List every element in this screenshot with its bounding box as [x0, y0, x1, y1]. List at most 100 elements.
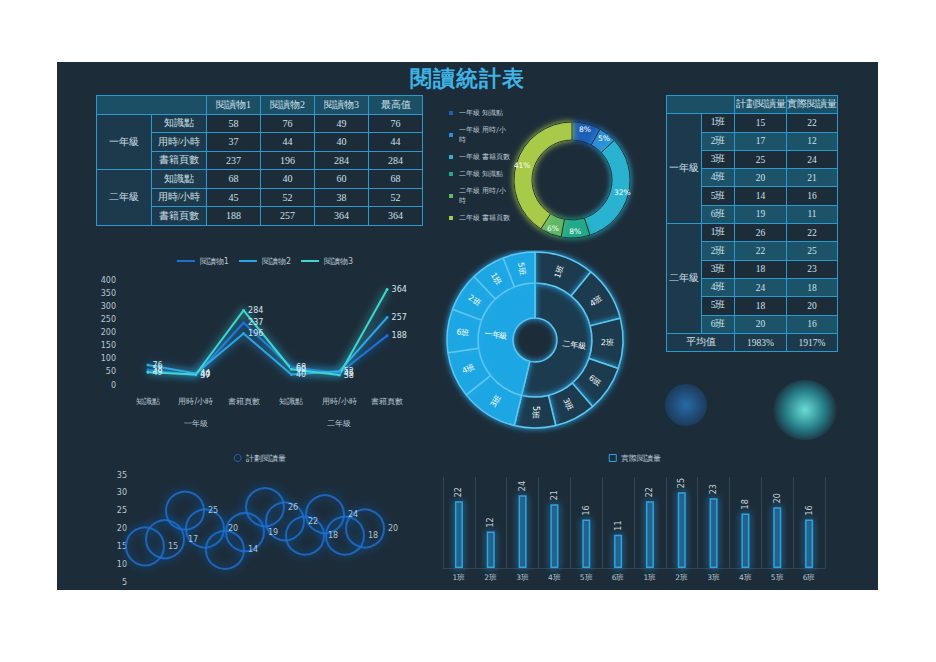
svg-text:知識點: 知識點	[279, 397, 303, 406]
svg-text:37: 37	[200, 371, 210, 380]
svg-text:32%: 32%	[614, 188, 631, 197]
svg-text:1班: 1班	[453, 573, 466, 582]
svg-text:8%: 8%	[579, 125, 591, 134]
svg-text:6%: 6%	[547, 224, 559, 233]
svg-text:3班: 3班	[489, 393, 504, 409]
svg-text:5班: 5班	[531, 406, 540, 419]
svg-text:4班: 4班	[588, 294, 604, 309]
svg-text:300: 300	[101, 302, 116, 311]
svg-text:24: 24	[348, 510, 358, 519]
svg-text:一年級 用時/小: 一年級 用時/小	[459, 126, 506, 134]
svg-text:閱讀物2: 閱讀物2	[262, 257, 291, 266]
svg-text:知識點: 知識點	[136, 397, 160, 406]
svg-text:用時/小時: 用時/小時	[178, 397, 213, 406]
svg-text:41%: 41%	[514, 161, 531, 170]
svg-text:10: 10	[117, 560, 127, 569]
svg-text:6班: 6班	[803, 573, 816, 582]
svg-text:196: 196	[248, 329, 263, 338]
svg-text:二年級 用時/小: 二年級 用時/小	[459, 187, 506, 195]
svg-text:35: 35	[117, 471, 127, 480]
svg-text:0: 0	[111, 381, 116, 390]
svg-text:400: 400	[101, 276, 116, 285]
svg-text:23: 23	[709, 484, 718, 494]
svg-text:3班: 3班	[561, 397, 575, 413]
svg-text:5%: 5%	[598, 134, 610, 143]
svg-text:一年級: 一年級	[483, 329, 508, 341]
svg-text:24: 24	[518, 481, 527, 491]
svg-text:100: 100	[101, 354, 116, 363]
svg-text:22: 22	[308, 517, 318, 526]
svg-text:22: 22	[645, 487, 654, 497]
svg-text:25: 25	[677, 478, 686, 488]
svg-text:5班: 5班	[516, 261, 527, 276]
svg-text:二年級 知識點: 二年級 知識點	[459, 170, 503, 178]
svg-text:350: 350	[101, 289, 116, 298]
svg-text:6班: 6班	[612, 573, 625, 582]
svg-text:60: 60	[296, 365, 306, 374]
svg-text:3班: 3班	[516, 573, 529, 582]
svg-text:2班: 2班	[466, 293, 482, 308]
svg-text:21: 21	[550, 490, 559, 500]
svg-text:25: 25	[117, 506, 127, 515]
svg-text:284: 284	[248, 306, 263, 315]
svg-text:17: 17	[188, 535, 198, 544]
svg-text:12: 12	[486, 517, 495, 527]
svg-text:20: 20	[388, 524, 398, 533]
svg-text:2班: 2班	[484, 573, 497, 582]
svg-text:二年級 書籍頁數: 二年級 書籍頁數	[459, 214, 510, 222]
svg-text:1班: 1班	[553, 264, 566, 279]
svg-text:2班: 2班	[675, 573, 688, 582]
svg-text:4班: 4班	[548, 573, 561, 582]
svg-text:閱讀物3: 閱讀物3	[324, 257, 353, 266]
svg-text:18: 18	[368, 531, 378, 540]
svg-text:一年級 書籍頁數: 一年級 書籍頁數	[459, 153, 510, 161]
svg-text:20: 20	[117, 524, 127, 533]
svg-text:5班: 5班	[580, 573, 593, 582]
svg-text:一年級 知識點: 一年級 知識點	[459, 109, 503, 117]
svg-text:1班: 1班	[644, 573, 657, 582]
svg-text:16: 16	[805, 505, 814, 515]
svg-text:18: 18	[741, 499, 750, 509]
svg-text:30: 30	[117, 488, 127, 497]
svg-text:25: 25	[208, 506, 218, 515]
svg-text:364: 364	[392, 285, 407, 294]
svg-text:4班: 4班	[461, 362, 477, 375]
svg-text:2班: 2班	[601, 338, 614, 348]
svg-text:實際閱讀量: 實際閱讀量	[621, 454, 661, 463]
svg-text:40: 40	[200, 370, 210, 379]
svg-text:22: 22	[454, 487, 463, 497]
svg-text:時: 時	[459, 197, 466, 205]
svg-text:5: 5	[122, 578, 127, 587]
svg-text:20: 20	[773, 493, 782, 503]
svg-text:257: 257	[392, 313, 407, 322]
svg-text:16: 16	[582, 505, 591, 515]
svg-text:237: 237	[248, 318, 263, 327]
svg-text:二年級: 二年級	[327, 419, 351, 428]
svg-text:一年級: 一年級	[184, 419, 208, 428]
svg-text:1班: 1班	[489, 271, 504, 287]
svg-text:5班: 5班	[771, 573, 784, 582]
svg-text:14: 14	[248, 545, 258, 554]
svg-text:4班: 4班	[739, 573, 752, 582]
svg-text:11: 11	[614, 520, 623, 530]
svg-text:計劃閱讀量: 計劃閱讀量	[246, 454, 286, 463]
svg-text:3班: 3班	[707, 573, 720, 582]
svg-text:時: 時	[459, 136, 466, 144]
svg-text:200: 200	[101, 328, 116, 337]
svg-text:書籍頁數: 書籍頁數	[371, 397, 403, 406]
svg-text:38: 38	[344, 371, 354, 380]
svg-text:150: 150	[101, 341, 116, 350]
svg-text:18: 18	[328, 531, 338, 540]
svg-text:20: 20	[228, 524, 238, 533]
svg-text:書籍頁數: 書籍頁數	[228, 397, 260, 406]
svg-text:6班: 6班	[456, 327, 470, 337]
svg-text:6班: 6班	[587, 373, 603, 388]
svg-text:19: 19	[268, 528, 278, 537]
svg-text:50: 50	[106, 367, 116, 376]
svg-text:二年級: 二年級	[562, 339, 587, 351]
svg-text:49: 49	[152, 368, 162, 377]
svg-text:188: 188	[392, 331, 407, 340]
svg-text:26: 26	[288, 503, 298, 512]
svg-text:15: 15	[168, 542, 178, 551]
svg-text:用時/小時: 用時/小時	[322, 397, 357, 406]
